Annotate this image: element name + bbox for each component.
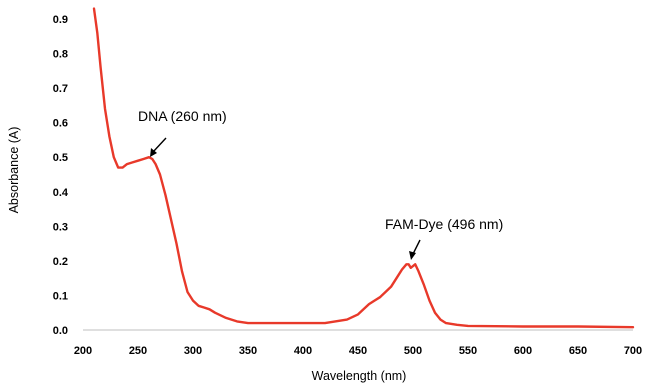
y-tick-label: 0.0: [53, 325, 68, 337]
x-tick-label: 350: [239, 345, 257, 357]
x-tick-label: 300: [184, 345, 202, 357]
annotation-dna-arrow: [152, 137, 167, 153]
annotation-dna-label: DNA (260 nm): [138, 108, 227, 124]
annotation-fam-label: FAM-Dye (496 nm): [385, 216, 503, 232]
y-tick-label: 0.9: [53, 14, 68, 26]
annotation-dna-arrowhead: [150, 148, 157, 157]
annotation-fam-arrowhead: [409, 251, 416, 260]
y-axis-ticks: 0.0 0.1 0.2 0.3 0.4 0.5 0.6 0.7 0.8 0.9: [53, 14, 69, 337]
x-tick-label: 550: [459, 345, 477, 357]
absorbance-line: [92, 7, 635, 329]
annotation-fam-arrow: [412, 239, 421, 255]
y-tick-label: 0.3: [53, 221, 68, 233]
x-tick-label: 450: [349, 345, 367, 357]
x-axis-ticks: 200 250 300 350 400 450 500 550 600 650 700: [74, 345, 642, 357]
y-tick-label: 0.8: [53, 49, 68, 61]
x-tick-label: 200: [74, 345, 92, 357]
y-tick-label: 0.1: [53, 290, 68, 302]
y-axis-title: Absorbance (A): [7, 127, 21, 214]
x-tick-label: 700: [624, 345, 642, 357]
y-tick-label: 0.7: [53, 83, 68, 95]
x-tick-label: 250: [129, 345, 147, 357]
x-tick-label: 500: [404, 345, 422, 357]
y-tick-label: 0.5: [53, 152, 68, 164]
y-tick-label: 0.2: [53, 256, 68, 268]
x-tick-label: 400: [294, 345, 312, 357]
x-axis-title: Wavelength (nm): [312, 369, 407, 383]
y-tick-label: 0.4: [53, 187, 69, 199]
x-tick-label: 600: [514, 345, 532, 357]
y-tick-label: 0.6: [53, 118, 68, 130]
x-tick-label: 650: [569, 345, 587, 357]
